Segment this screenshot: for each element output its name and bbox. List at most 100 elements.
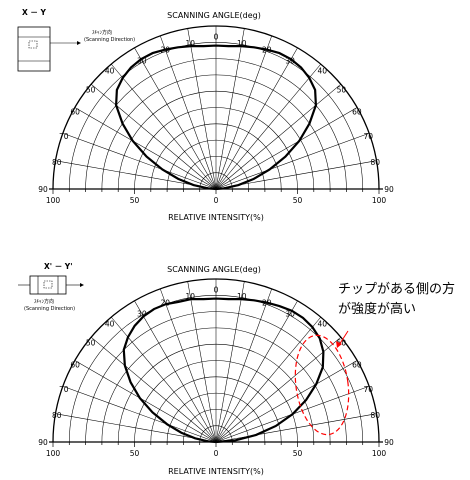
scan-direction-label-jp: ｽｷｬﾝ方向 bbox=[92, 29, 112, 36]
grid-spoke bbox=[90, 337, 217, 443]
angle-tick-label: 80 bbox=[52, 411, 62, 420]
grid-spoke bbox=[215, 281, 245, 443]
grid-spoke bbox=[62, 132, 217, 190]
angle-tick-label: 50 bbox=[337, 85, 347, 94]
grid-spoke bbox=[134, 300, 217, 443]
intensity-tick-label: 100 bbox=[372, 196, 387, 205]
polar-grid bbox=[49, 25, 383, 194]
angle-tick-label: 90 bbox=[38, 438, 48, 447]
x-axis-label: RELATIVE INTENSITY(%) bbox=[168, 467, 264, 476]
grid-spoke bbox=[187, 281, 217, 443]
intensity-tick-label: 50 bbox=[293, 196, 303, 205]
intensity-tick-label: 50 bbox=[293, 449, 303, 458]
grid-spoke bbox=[134, 47, 217, 190]
angle-tick-label: 80 bbox=[52, 158, 62, 167]
grid-spoke bbox=[111, 316, 217, 443]
grid-spoke bbox=[187, 28, 217, 190]
intensity-tick-label: 0 bbox=[214, 196, 219, 205]
grid-spoke bbox=[215, 84, 342, 190]
intensity-tick-label: 100 bbox=[372, 449, 387, 458]
angle-tick-label: 10 bbox=[185, 292, 195, 301]
angle-tick-label: 40 bbox=[318, 319, 328, 328]
annotation-line-2: が強度が高い bbox=[338, 301, 416, 317]
grid-spoke bbox=[215, 337, 342, 443]
angle-tick-label: 30 bbox=[137, 57, 147, 66]
grid-spoke bbox=[55, 413, 217, 443]
grid-spoke bbox=[215, 47, 298, 190]
orientation-label: X － Y bbox=[22, 8, 47, 17]
angle-tick-label: 70 bbox=[364, 132, 374, 141]
angle-tick-label: 70 bbox=[59, 385, 69, 394]
grid-spoke bbox=[215, 360, 358, 443]
intensity-tick-labels: 100 50 0 50 100 bbox=[46, 196, 387, 205]
angle-tick-label: 30 bbox=[137, 310, 147, 319]
arrow-head bbox=[80, 283, 84, 287]
angle-tick-label: 50 bbox=[86, 85, 96, 94]
polar-grid bbox=[49, 278, 383, 447]
annotation: チップがある側の方 が強度が高い bbox=[294, 281, 455, 436]
orientation-inset: X － Y ｽｷｬﾝ方向 (Scanning Direction) bbox=[17, 8, 135, 72]
angle-tick-label: 60 bbox=[352, 361, 362, 370]
annotation-arrow-head bbox=[336, 341, 342, 348]
angle-tick-label: 60 bbox=[70, 361, 80, 370]
scan-direction-label-en: (Scanning Direction) bbox=[84, 37, 135, 43]
angle-tick-label: 80 bbox=[370, 411, 380, 420]
chip-mark bbox=[43, 280, 53, 289]
angle-tick-label: 80 bbox=[370, 158, 380, 167]
chart-title: SCANNING ANGLE(deg) bbox=[167, 265, 261, 274]
grid-spoke bbox=[215, 28, 245, 190]
angle-tick-label: 30 bbox=[285, 57, 295, 66]
angle-tick-label: 0 bbox=[214, 33, 219, 42]
grid-spoke bbox=[159, 288, 217, 443]
angle-tick-label: 20 bbox=[160, 299, 170, 308]
angle-tick-label: 10 bbox=[237, 39, 247, 48]
angle-tick-label: 90 bbox=[384, 438, 394, 447]
grid-spoke bbox=[90, 84, 217, 190]
grid-spoke bbox=[215, 35, 273, 190]
intensity-tick-label: 0 bbox=[214, 449, 219, 458]
grid-spoke bbox=[215, 107, 358, 190]
package-outline bbox=[29, 275, 67, 295]
grid-spoke bbox=[111, 63, 217, 190]
angle-tick-label: 40 bbox=[105, 66, 115, 75]
polar-chart-bottom: SCANNING ANGLE(deg) 90807060504030201001… bbox=[18, 262, 455, 476]
package-outline bbox=[17, 26, 51, 72]
polar-chart-top: SCANNING ANGLE(deg) 90807060504030201001… bbox=[17, 8, 394, 222]
grid-spoke bbox=[159, 35, 217, 190]
chip-mark bbox=[28, 40, 38, 49]
angle-tick-label: 60 bbox=[352, 108, 362, 117]
annotation-line-1: チップがある側の方 bbox=[338, 281, 455, 297]
angle-tick-label: 40 bbox=[105, 319, 115, 328]
angle-tick-label: 0 bbox=[214, 286, 219, 295]
angle-tick-label: 10 bbox=[237, 292, 247, 301]
orientation-label: X' － Y' bbox=[44, 262, 73, 271]
intensity-tick-label: 50 bbox=[130, 449, 140, 458]
series-line bbox=[115, 44, 317, 191]
grid-spoke bbox=[62, 385, 217, 443]
angle-tick-label: 50 bbox=[337, 338, 347, 347]
grid-spoke bbox=[215, 300, 298, 443]
arrow-head bbox=[77, 41, 81, 45]
angle-tick-label: 90 bbox=[38, 185, 48, 194]
grid-spoke bbox=[215, 63, 321, 190]
angle-tick-label: 30 bbox=[285, 310, 295, 319]
orientation-inset: X' － Y' ｽｷｬﾝ方向 (Scanning Direction) bbox=[18, 262, 84, 312]
angle-tick-label: 90 bbox=[384, 185, 394, 194]
intensity-tick-labels: 100 50 0 50 100 bbox=[46, 449, 387, 458]
angle-tick-label: 50 bbox=[86, 338, 96, 347]
grid-spoke bbox=[215, 288, 273, 443]
grid-spoke bbox=[215, 132, 370, 190]
grid-spoke bbox=[215, 316, 321, 443]
chart-title: SCANNING ANGLE(deg) bbox=[167, 11, 261, 20]
angle-tick-label: 70 bbox=[364, 385, 374, 394]
angle-tick-label: 10 bbox=[185, 39, 195, 48]
angle-tick-label: 70 bbox=[59, 132, 69, 141]
annotation-ellipse bbox=[294, 334, 350, 436]
grid-spoke bbox=[74, 360, 217, 443]
grid-spoke bbox=[74, 107, 217, 190]
angle-tick-label: 40 bbox=[318, 66, 328, 75]
intensity-tick-label: 100 bbox=[46, 196, 61, 205]
